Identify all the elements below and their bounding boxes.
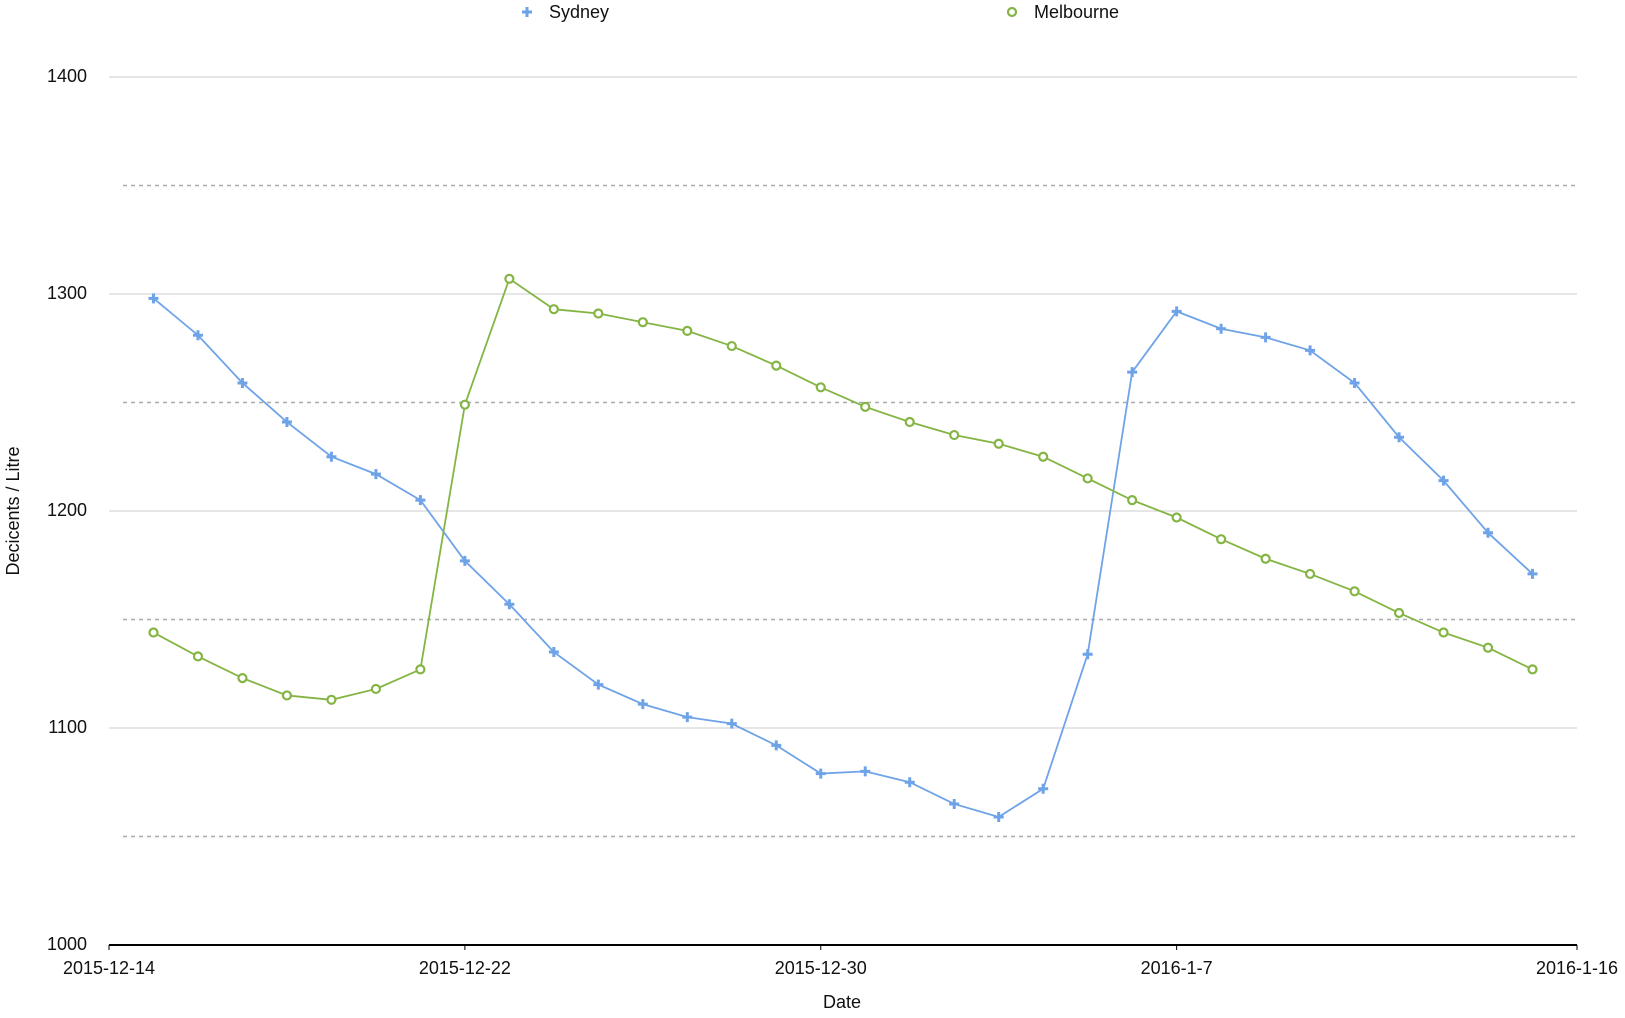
point: [1438, 475, 1449, 486]
point: [1304, 568, 1316, 580]
point: [860, 766, 871, 777]
point: [593, 679, 604, 690]
point: [771, 360, 782, 371]
point: [281, 690, 293, 701]
point: [1171, 512, 1182, 523]
point: [370, 683, 382, 695]
point: [459, 399, 470, 410]
point: [593, 308, 604, 319]
point: [1260, 553, 1271, 564]
point: [637, 317, 648, 328]
point: [504, 599, 515, 610]
point: [504, 273, 515, 284]
point: [1305, 345, 1316, 356]
point: [237, 377, 248, 388]
x-tick-label: 2016-1-16: [1536, 958, 1618, 978]
point: [993, 811, 1004, 822]
point: [192, 330, 203, 341]
point: [1394, 432, 1405, 443]
point: [726, 718, 737, 729]
point: [1527, 568, 1538, 579]
y-tick-label: 1300: [47, 283, 87, 303]
point: [1393, 607, 1405, 619]
point: [548, 304, 559, 315]
point: [1482, 642, 1494, 653]
point: [1038, 451, 1049, 462]
y-tick-label: 1100: [48, 717, 87, 737]
point: [1527, 664, 1538, 675]
x-tick-label: 2015-12-22: [419, 958, 511, 978]
point: [1216, 323, 1227, 334]
legend-label: Sydney: [549, 2, 609, 22]
point: [1349, 586, 1360, 597]
point: [237, 672, 248, 684]
x-tick-label: 2016-1-7: [1141, 958, 1213, 978]
point: [1082, 473, 1093, 484]
x-axis-label: Date: [823, 992, 861, 1012]
point: [415, 495, 426, 506]
point: [993, 438, 1004, 449]
point: [637, 699, 648, 710]
point: [771, 740, 782, 751]
point: [326, 451, 337, 462]
point: [192, 651, 204, 662]
legend-label: Melbourne: [1034, 2, 1119, 22]
series-line: [153, 277, 1533, 701]
point: [1171, 306, 1182, 317]
point: [1127, 495, 1138, 506]
point: [815, 768, 826, 779]
y-axis-label: Decicents / Litre: [3, 446, 23, 575]
x-tick-label: 2015-12-14: [63, 958, 155, 978]
point: [1216, 534, 1227, 545]
point: [1483, 527, 1494, 538]
point: [904, 777, 915, 788]
legend-marker: [1006, 6, 1018, 18]
point: [148, 293, 159, 304]
point: [370, 469, 381, 480]
point: [860, 401, 871, 412]
point: [726, 340, 737, 352]
legend-marker: [522, 7, 532, 17]
point: [148, 627, 159, 638]
x-tick-label: 2015-12-30: [775, 958, 867, 978]
point: [682, 325, 693, 336]
point: [904, 416, 915, 428]
point: [1349, 377, 1360, 388]
point: [949, 429, 960, 441]
y-tick-label: 1000: [47, 934, 87, 954]
point: [1038, 783, 1049, 794]
point: [1082, 649, 1093, 660]
series-line: [152, 297, 1534, 818]
point: [459, 555, 470, 566]
point: [815, 382, 826, 393]
point: [1438, 627, 1449, 638]
point: [281, 417, 292, 428]
point: [548, 647, 559, 658]
point: [326, 694, 337, 705]
point: [1260, 332, 1271, 343]
point: [949, 798, 960, 809]
point: [1127, 367, 1138, 378]
y-tick-label: 1400: [47, 66, 87, 86]
y-tick-label: 1200: [47, 500, 87, 520]
point: [415, 664, 426, 675]
point: [682, 712, 693, 723]
